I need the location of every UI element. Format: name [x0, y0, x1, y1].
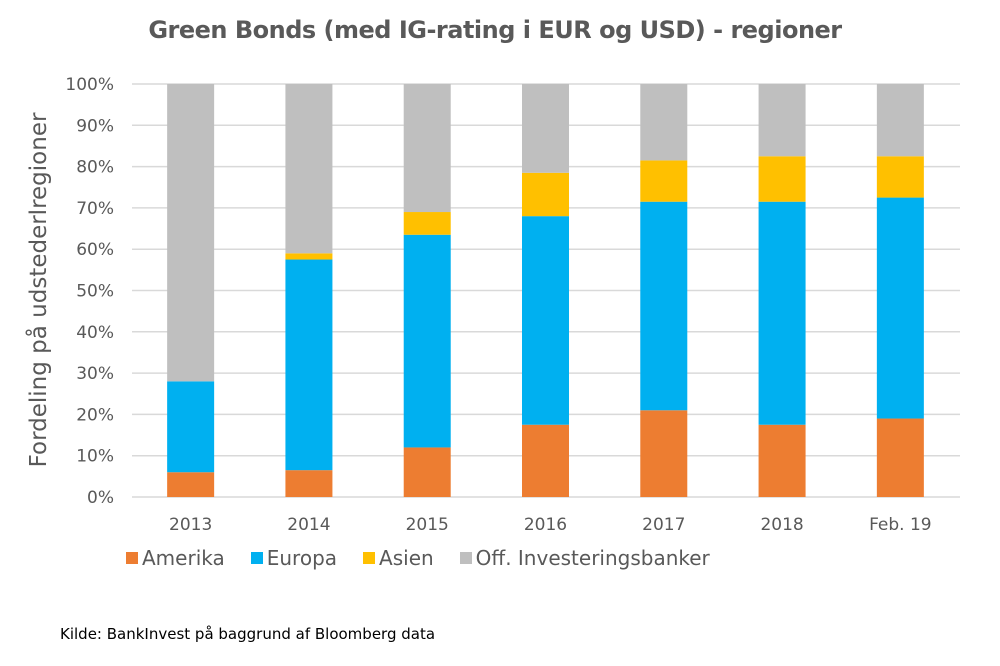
legend-swatch — [459, 552, 472, 564]
y-tick-label: 70% — [76, 199, 114, 219]
legend-item: Asien — [363, 546, 434, 570]
legend-label: Asien — [379, 546, 434, 570]
chart-title: Green Bonds (med IG-rating i EUR og USD)… — [148, 16, 842, 44]
bar-segment-amerika — [167, 472, 215, 497]
bar-segment-amerika — [285, 470, 333, 497]
bar-segment-asien — [876, 156, 924, 198]
y-tick-label: 100% — [65, 75, 114, 95]
bar-segment-amerika — [758, 424, 806, 497]
legend-item: Amerika — [126, 546, 225, 570]
bar-segment-amerika — [403, 447, 451, 497]
bar-segment-off-investeringsbanker — [640, 84, 688, 161]
bar-segment-europa — [640, 201, 688, 411]
x-tick-label: 2018 — [760, 515, 803, 535]
bar-segment-europa — [522, 216, 569, 425]
bar-segment-europa — [285, 259, 333, 471]
y-tick-label: 0% — [87, 488, 114, 508]
bar-segment-off-investeringsbanker — [876, 84, 924, 157]
bar-segment-amerika — [522, 424, 569, 497]
bar-segment-asien — [403, 212, 451, 235]
bar-segment-off-investeringsbanker — [522, 84, 569, 173]
x-tick-label: Feb. 19 — [869, 515, 932, 535]
bar-segment-europa — [876, 197, 924, 419]
bar-segment-europa — [758, 201, 806, 425]
bar-segment-asien — [285, 253, 333, 260]
bars — [167, 84, 924, 497]
y-tick-label: 60% — [76, 240, 114, 260]
bar-segment-amerika — [876, 418, 924, 497]
bar-segment-asien — [522, 172, 569, 217]
y-axis-label: Fordeling på udstederlregioner — [24, 112, 52, 467]
y-tick-label: 30% — [76, 364, 114, 384]
bar-segment-off-investeringsbanker — [285, 84, 333, 254]
bar-segment-off-investeringsbanker — [403, 84, 451, 213]
y-axis-ticks: 0% 10% 20% 30% 40% 50% 60% 70% 80% 90% 100% — [65, 75, 114, 508]
y-tick-label: 50% — [76, 282, 114, 302]
legend-swatch — [126, 552, 138, 564]
legend-label: Europa — [266, 546, 338, 570]
bar-segment-europa — [403, 234, 451, 448]
legend-swatch — [250, 552, 263, 564]
legend-label: Amerika — [142, 546, 225, 570]
bar-segment-off-investeringsbanker — [758, 84, 806, 157]
bar-segment-asien — [640, 160, 688, 202]
legend: Amerika Europa Asien Off. Investeringsbanke… — [126, 546, 736, 570]
legend-item: Off. Investeringsbanker — [459, 546, 710, 570]
legend-item: Europa — [250, 546, 338, 570]
bar-segment-off-investeringsbanker — [167, 84, 215, 382]
y-tick-label: 40% — [76, 323, 114, 343]
x-tick-label: 2016 — [524, 515, 567, 535]
bar-segment-europa — [167, 381, 215, 473]
x-tick-label: 2017 — [642, 515, 685, 535]
bar-segment-amerika — [640, 410, 688, 497]
bar-segment-asien — [758, 156, 806, 202]
legend-label: Off. Investeringsbanker — [475, 546, 710, 570]
source-note: Kilde: BankInvest på baggrund af Bloombe… — [60, 625, 436, 643]
y-tick-label: 80% — [76, 158, 114, 178]
y-tick-label: 20% — [76, 405, 114, 425]
y-tick-label: 10% — [76, 447, 114, 467]
x-axis-ticks: 2013 2014 2015 2016 2017 2018 Feb. 19 — [169, 515, 932, 535]
x-tick-label: 2015 — [406, 515, 449, 535]
legend-swatch — [363, 552, 376, 564]
x-tick-label: 2013 — [169, 515, 212, 535]
y-tick-label: 90% — [76, 116, 114, 136]
x-tick-label: 2014 — [287, 515, 330, 535]
